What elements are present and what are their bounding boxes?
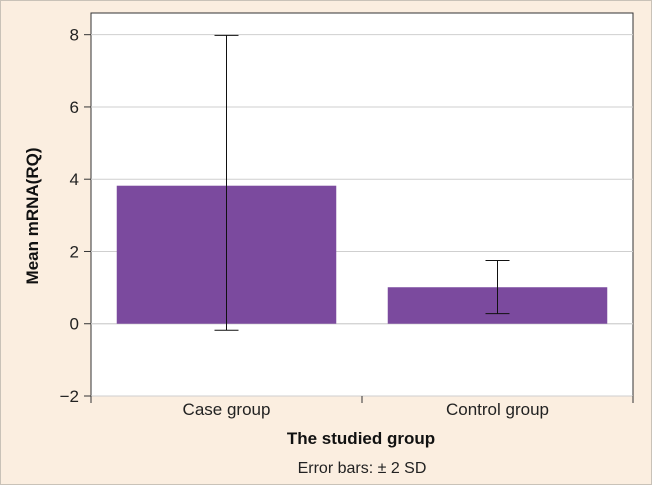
y-tick-label: 8 bbox=[70, 26, 79, 45]
x-axis-title: The studied group bbox=[287, 429, 435, 448]
y-tick-label: 2 bbox=[70, 242, 79, 261]
x-tick-label: Control group bbox=[446, 400, 549, 419]
y-tick-label: 6 bbox=[70, 98, 79, 117]
error-bars-note: Error bars: ± 2 SD bbox=[298, 460, 427, 477]
x-tick-label: Case group bbox=[183, 400, 271, 419]
y-axis-title: Mean mRNA(RQ) bbox=[23, 148, 42, 285]
y-tick-label: 0 bbox=[70, 315, 79, 334]
y-tick-label: 4 bbox=[70, 170, 79, 189]
y-axis: −2 0 2 4 6 8 bbox=[60, 26, 91, 406]
y-tick-label: −2 bbox=[60, 387, 79, 406]
x-axis: Case group Control group bbox=[91, 396, 633, 419]
